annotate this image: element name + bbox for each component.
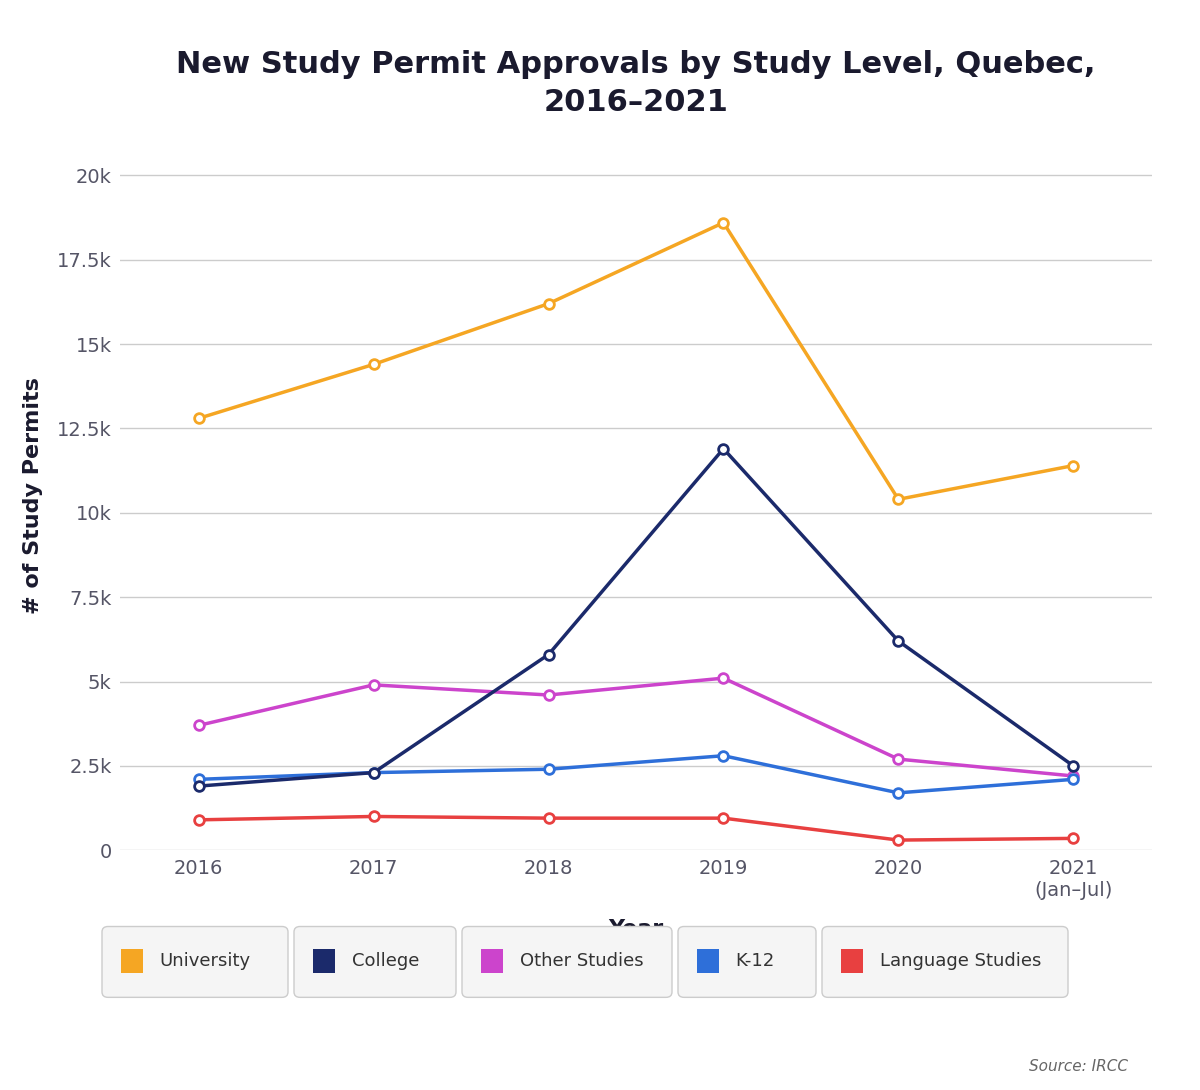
K-12 [716, 749, 731, 762]
Text: Source: IRCC: Source: IRCC [1030, 1058, 1128, 1074]
Text: College: College [352, 952, 419, 970]
Text: Language Studies: Language Studies [880, 952, 1040, 970]
K-12 [192, 773, 206, 786]
Other Studies [1066, 770, 1080, 783]
University [892, 493, 906, 506]
Other Studies [541, 689, 556, 702]
Text: University: University [160, 952, 251, 970]
University [192, 412, 206, 425]
College [892, 634, 906, 647]
College [1066, 760, 1080, 773]
Other Studies [192, 718, 206, 731]
Line: Other Studies: Other Studies [194, 674, 1078, 780]
Line: K-12: K-12 [194, 751, 1078, 798]
Language Studies [366, 810, 380, 823]
Language Studies [541, 812, 556, 825]
College [192, 779, 206, 792]
K-12 [541, 763, 556, 776]
Y-axis label: # of Study Permits: # of Study Permits [23, 377, 43, 615]
Other Studies [366, 678, 380, 691]
Language Studies [192, 813, 206, 826]
K-12 [366, 766, 380, 779]
Line: Language Studies: Language Studies [194, 812, 1078, 845]
Text: K-12: K-12 [736, 952, 775, 970]
K-12 [892, 786, 906, 799]
K-12 [1066, 773, 1080, 786]
University [366, 358, 380, 371]
Title: New Study Permit Approvals by Study Level, Quebec,
2016–2021: New Study Permit Approvals by Study Leve… [176, 50, 1096, 117]
Other Studies [892, 752, 906, 765]
Text: Other Studies: Other Studies [520, 952, 643, 970]
Language Studies [892, 834, 906, 847]
Language Studies [716, 812, 731, 825]
Line: College: College [194, 444, 1078, 791]
College [716, 443, 731, 456]
Line: University: University [194, 218, 1078, 505]
College [541, 647, 556, 661]
University [541, 298, 556, 311]
X-axis label: Year: Year [608, 919, 664, 938]
University [1066, 459, 1080, 472]
Other Studies [716, 671, 731, 685]
University [716, 216, 731, 229]
College [366, 766, 380, 779]
Language Studies [1066, 832, 1080, 845]
